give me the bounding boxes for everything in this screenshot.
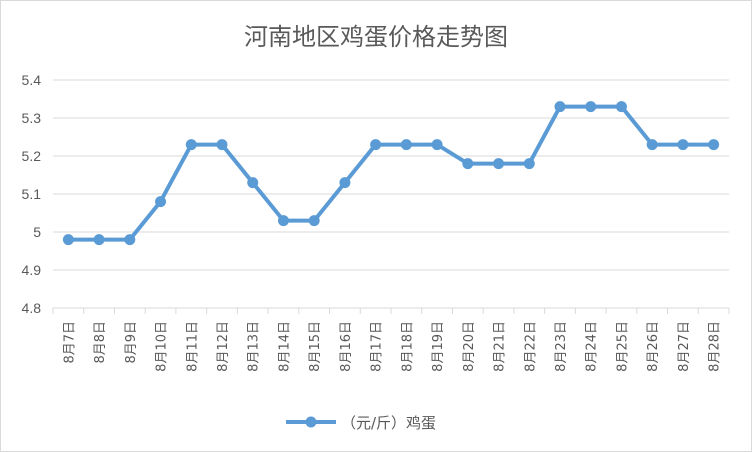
x-tick-label: 8月20日: [462, 321, 477, 372]
data-point: [400, 139, 412, 151]
data-point: [185, 139, 197, 151]
x-tick-label: 8月26日: [646, 321, 661, 372]
data-point: [677, 139, 689, 151]
y-tick-label: 4.8: [22, 300, 42, 316]
legend-label: （元/斤）鸡蛋: [341, 414, 436, 432]
legend-marker-swatch: [305, 416, 317, 428]
chart-title: 河南地区鸡蛋价格走势图: [244, 23, 508, 51]
y-tick-label: 5.2: [22, 148, 42, 164]
data-point: [708, 139, 720, 151]
data-point: [554, 101, 566, 113]
y-tick-label: 5.4: [22, 72, 42, 88]
x-tick-label: 8月19日: [431, 321, 446, 372]
x-axis: 8月7日 8月8日 8月9日 8月10日 8月11日 8月12日 8月13日 8月14日 8月1…: [52, 308, 730, 372]
data-point: [523, 158, 535, 170]
x-tick-label: 8月18日: [400, 321, 415, 372]
data-point: [62, 234, 74, 246]
y-tick-label: 5.1: [22, 186, 42, 202]
x-tick-label: 8月22日: [523, 321, 538, 372]
data-point: [93, 234, 105, 246]
x-tick-label: 8月24日: [585, 321, 600, 372]
x-tick-label: 8月9日: [124, 321, 139, 364]
data-point: [124, 234, 136, 246]
data-point: [277, 215, 289, 227]
y-tick-label: 5: [33, 224, 41, 240]
data-point: [615, 101, 627, 113]
data-point: [462, 158, 474, 170]
data-point: [216, 139, 228, 151]
x-tick-label: 8月8日: [93, 321, 108, 364]
data-point: [155, 196, 167, 208]
data-point: [308, 215, 320, 227]
data-point: [339, 177, 351, 189]
x-tick-label: 8月25日: [615, 321, 630, 372]
x-tick-label: 8月17日: [370, 321, 385, 372]
x-tick-label: 8月21日: [493, 321, 508, 372]
data-point: [646, 139, 658, 151]
x-tick-label: 8月14日: [277, 321, 292, 372]
x-tick-label: 8月11日: [185, 321, 200, 372]
x-tick-label: 8月15日: [308, 321, 323, 372]
data-point: [493, 158, 505, 170]
y-axis: 4.8 4.9 5 5.1 5.2 5.3 5.4: [22, 72, 42, 316]
x-tick-label: 8月13日: [247, 321, 262, 372]
legend: （元/斤）鸡蛋: [286, 414, 436, 432]
data-point: [247, 177, 259, 189]
data-point: [431, 139, 443, 151]
x-tick-label: 8月23日: [554, 321, 569, 372]
x-tick-label: 8月28日: [708, 321, 723, 372]
data-point: [585, 101, 597, 113]
x-tick-label: 8月7日: [62, 321, 77, 364]
y-tick-label: 4.9: [22, 262, 42, 278]
series-line: [66, 104, 716, 242]
data-point: [370, 139, 382, 151]
y-tick-label: 5.3: [22, 110, 42, 126]
x-tick-label: 8月16日: [339, 321, 354, 372]
series-eggs: [62, 101, 720, 246]
x-tick-label: 8月10日: [155, 321, 170, 372]
x-tick-label: 8月12日: [216, 321, 231, 372]
x-tick-label: 8月27日: [677, 321, 692, 372]
